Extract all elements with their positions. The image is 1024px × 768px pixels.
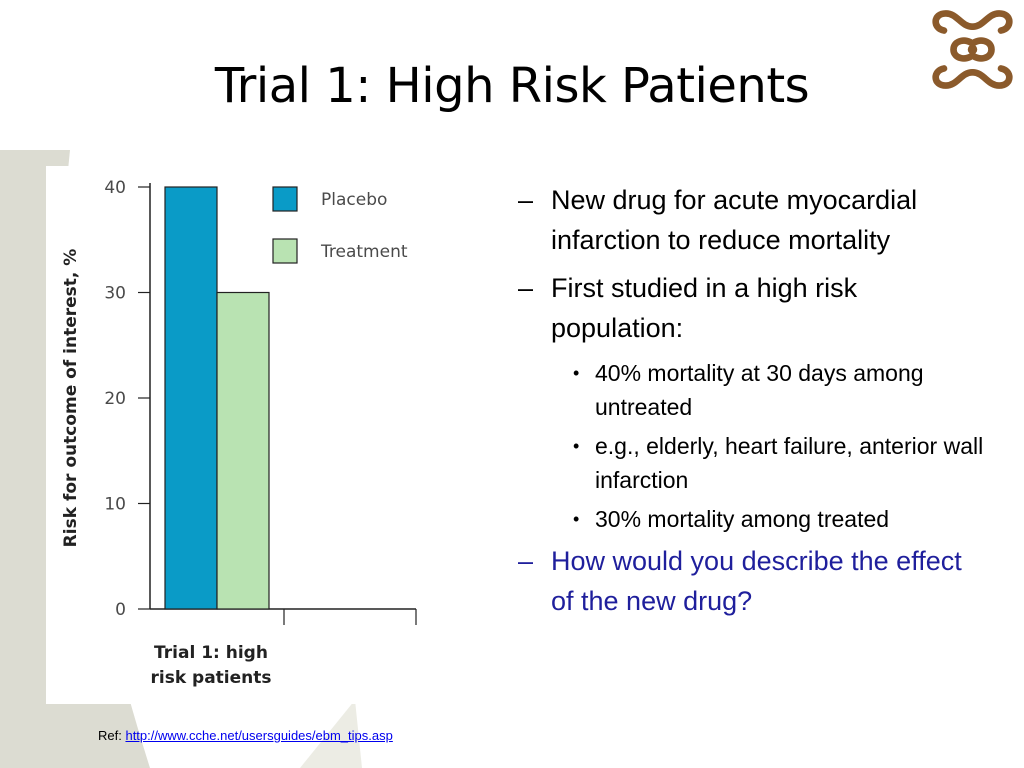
sub-bullet-text: 40% mortality at 30 days among untreated: [595, 360, 924, 420]
bar-treatment: [216, 291, 270, 610]
legend-label: Treatment: [320, 242, 408, 262]
dash-marker: –: [518, 546, 534, 576]
bar-placebo: [164, 186, 218, 610]
logo-ornament-icon: [932, 10, 1013, 89]
sub-bullet-item: • 30% mortality among treated: [573, 502, 988, 536]
y-axis-title: Risk for outcome of interest, %: [61, 249, 81, 548]
bullet-text: First studied in a high risk population:: [551, 273, 858, 343]
sub-bullet-item: • e.g., elderly, heart failure, anterior…: [573, 429, 988, 497]
legend-swatch: [272, 238, 298, 264]
chart-panel: 0 10 20 30 40 Risk for outcome of interest, %…: [46, 166, 438, 704]
bar-chart: 0 10 20 30 40 Risk for outcome of interest, %…: [61, 178, 417, 688]
legend-label: Placebo: [321, 190, 387, 210]
reference-label: Ref:: [98, 728, 122, 743]
bullet-dot-icon: •: [573, 436, 580, 456]
question-bullet: – How would you describe the effect of t…: [518, 541, 988, 621]
y-tick-label: 40: [104, 178, 126, 198]
reference: Ref: http://www.cche.net/usersguides/ebm…: [98, 728, 393, 743]
question-text: How would you describe the effect of the…: [551, 546, 962, 616]
y-tick-label: 30: [104, 284, 126, 304]
x-category-label: Trial 1: high: [154, 643, 268, 663]
bullet-dot-icon: •: [573, 509, 580, 529]
y-tick-label: 10: [104, 495, 126, 515]
slide-title: Trial 1: High Risk Patients: [214, 58, 810, 114]
x-category-label: risk patients: [150, 668, 271, 688]
dash-marker: –: [518, 185, 534, 215]
bullet-item: – First studied in a high risk populatio…: [518, 268, 988, 348]
bullet-text: New drug for acute myocardial infarction…: [551, 185, 918, 255]
sub-bullet-text: 30% mortality among treated: [595, 506, 890, 532]
y-tick-label: 20: [104, 389, 126, 409]
bullet-list: – New drug for acute myocardial infarcti…: [518, 180, 988, 629]
bullet-dot-icon: •: [573, 363, 580, 383]
sub-bullet-item: • 40% mortality at 30 days among untreat…: [573, 356, 988, 424]
bullet-item: – New drug for acute myocardial infarcti…: [518, 180, 988, 260]
reference-link[interactable]: http://www.cche.net/usersguides/ebm_tips…: [125, 728, 393, 743]
sub-bullet-text: e.g., elderly, heart failure, anterior w…: [595, 433, 984, 493]
dash-marker: –: [518, 273, 534, 303]
legend-swatch: [272, 186, 298, 212]
y-tick-label: 0: [115, 600, 126, 620]
